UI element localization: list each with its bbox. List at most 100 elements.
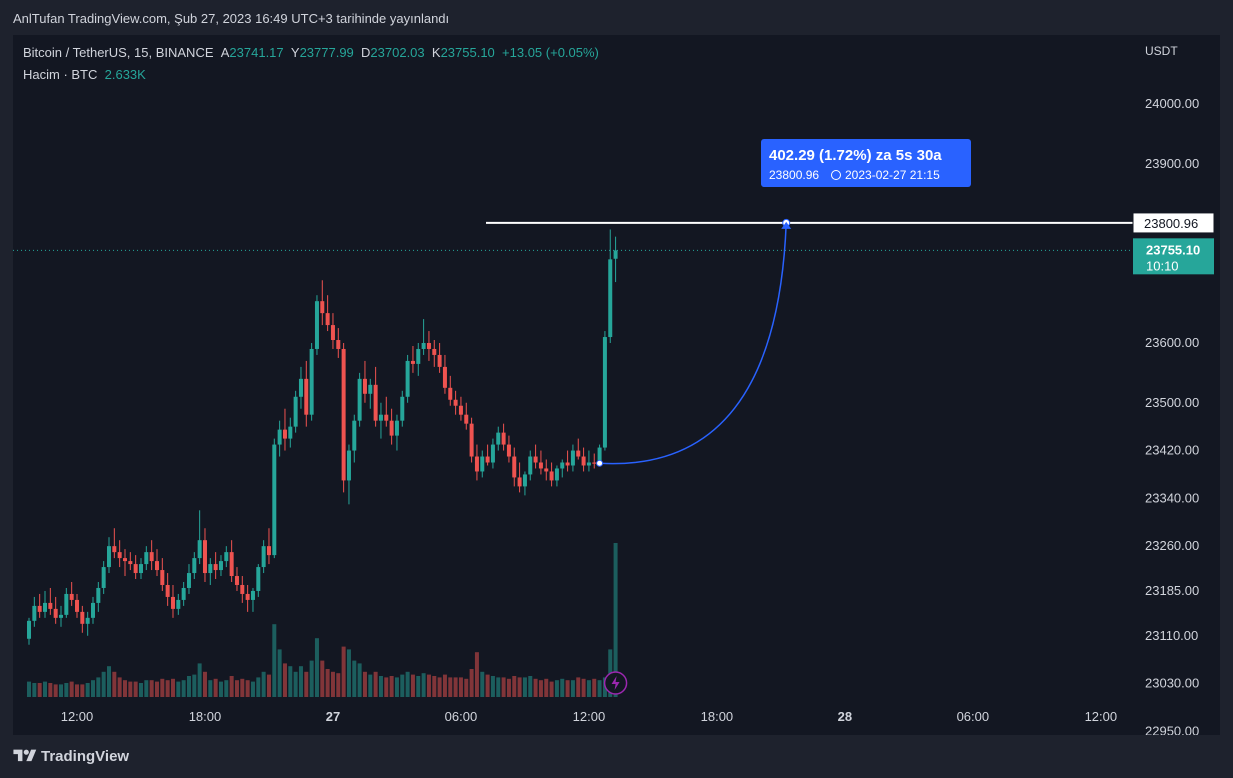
- volume-bar: [506, 678, 511, 697]
- volume-bar: [160, 678, 165, 697]
- candle-body: [538, 462, 543, 469]
- candle-body: [75, 599, 79, 612]
- x-tick-label: 12:00: [61, 709, 94, 724]
- volume-bar: [106, 666, 111, 697]
- candle-body: [410, 360, 415, 364]
- candle-body: [85, 617, 90, 624]
- projection-curve: [599, 222, 787, 465]
- projection-arrow-icon: [781, 221, 792, 229]
- projection-price: 23800.96: [769, 168, 819, 182]
- volume-bar: [208, 680, 213, 697]
- candle-body: [426, 343, 431, 349]
- brand-footer[interactable]: TradingView: [13, 747, 129, 765]
- candle-body: [101, 567, 106, 588]
- candle-body: [48, 602, 53, 609]
- y-tick-label: 23260.00: [1145, 538, 1199, 553]
- volume-bar: [368, 674, 373, 697]
- volume-bar: [192, 674, 197, 697]
- x-tick-label: 27: [326, 709, 340, 724]
- volume-bar: [218, 681, 223, 697]
- candle-body: [64, 593, 69, 615]
- volume-bar: [64, 683, 69, 697]
- candle-body: [59, 614, 64, 618]
- y-tick-label: 24000.00: [1145, 96, 1199, 111]
- volume-bar: [560, 678, 565, 697]
- candle-body: [170, 596, 175, 609]
- candle-body: [501, 432, 506, 445]
- volume-bar: [138, 683, 143, 697]
- candle-body: [293, 396, 298, 427]
- x-tick-label: 06:00: [445, 709, 478, 724]
- candle-body: [90, 602, 95, 618]
- candle-body: [485, 456, 490, 463]
- volume-bar: [533, 678, 538, 697]
- volume-bar: [43, 681, 48, 697]
- volume-bar: [426, 674, 431, 697]
- chart-panel[interactable]: USDT 24000.00 23900.00 23600.00 23500.00 2342…: [13, 35, 1220, 735]
- candle-body: [480, 456, 485, 472]
- volume-bar: [394, 677, 399, 697]
- candle-body: [128, 561, 133, 565]
- volume-bar: [336, 673, 341, 697]
- candle-body: [96, 587, 101, 603]
- volume-bar: [53, 684, 58, 697]
- candle-body: [448, 387, 453, 400]
- candle-body: [261, 546, 266, 568]
- candle-body: [154, 561, 159, 571]
- volume-bar: [453, 677, 458, 697]
- candle-body: [528, 456, 533, 475]
- volume-bar: [202, 671, 207, 697]
- last-price-label: 23755.10: [1146, 242, 1200, 257]
- tradingview-logo-icon: [13, 749, 37, 762]
- volume-bar: [357, 663, 362, 697]
- volume-bar: [234, 680, 239, 697]
- volume-bar: [458, 677, 463, 697]
- candle-body: [138, 564, 143, 574]
- candle-body: [330, 325, 335, 341]
- volume-bar: [133, 681, 138, 697]
- candle-body: [544, 468, 549, 472]
- candle-body: [586, 462, 591, 466]
- volume-bar: [314, 638, 319, 697]
- volume-bar: [410, 674, 415, 697]
- close-value: 23755.10: [440, 45, 495, 60]
- chart-svg[interactable]: USDT 24000.00 23900.00 23600.00 23500.00 2342…: [13, 35, 1220, 735]
- candle-body: [256, 567, 261, 591]
- volume-bar: [309, 660, 314, 697]
- lightning-icon: [611, 676, 620, 690]
- volume-bar: [165, 680, 170, 697]
- candle-body: [224, 552, 229, 562]
- volume-bar: [517, 677, 522, 697]
- volume-bar: [576, 677, 581, 697]
- candle-body: [506, 444, 511, 457]
- volume-bar: [90, 680, 95, 697]
- volume-bar: [112, 671, 117, 697]
- candle-body: [240, 584, 245, 594]
- candle-body: [453, 399, 458, 406]
- y-tick-label: 23185.00: [1145, 583, 1199, 598]
- candle-body: [320, 301, 325, 314]
- candle-body: [592, 462, 597, 464]
- candle-body: [474, 456, 479, 472]
- candle-body: [352, 420, 357, 451]
- candle-body: [554, 468, 559, 481]
- candle-body: [570, 450, 575, 466]
- projection-start-dot: [596, 459, 604, 467]
- volume-bar: [480, 671, 485, 697]
- candle-body: [597, 447, 602, 464]
- candle-body: [336, 340, 341, 349]
- candle-body: [234, 576, 239, 585]
- volume-bar: [416, 676, 421, 697]
- x-tick-label: 12:00: [1085, 709, 1118, 724]
- candle-body: [362, 378, 367, 394]
- candle-body: [298, 378, 303, 397]
- target-price-tag: [1132, 212, 1215, 234]
- volume-bar: [490, 676, 495, 697]
- volume-bar: [421, 673, 426, 697]
- volume-bar: [32, 683, 37, 697]
- volume-bar: [240, 678, 245, 697]
- volume-bar: [75, 684, 79, 697]
- volume-bar: [346, 649, 351, 697]
- y-tick-label: 23600.00: [1145, 335, 1199, 350]
- volume-legend: Hacim · BTC 2.633K: [23, 67, 146, 82]
